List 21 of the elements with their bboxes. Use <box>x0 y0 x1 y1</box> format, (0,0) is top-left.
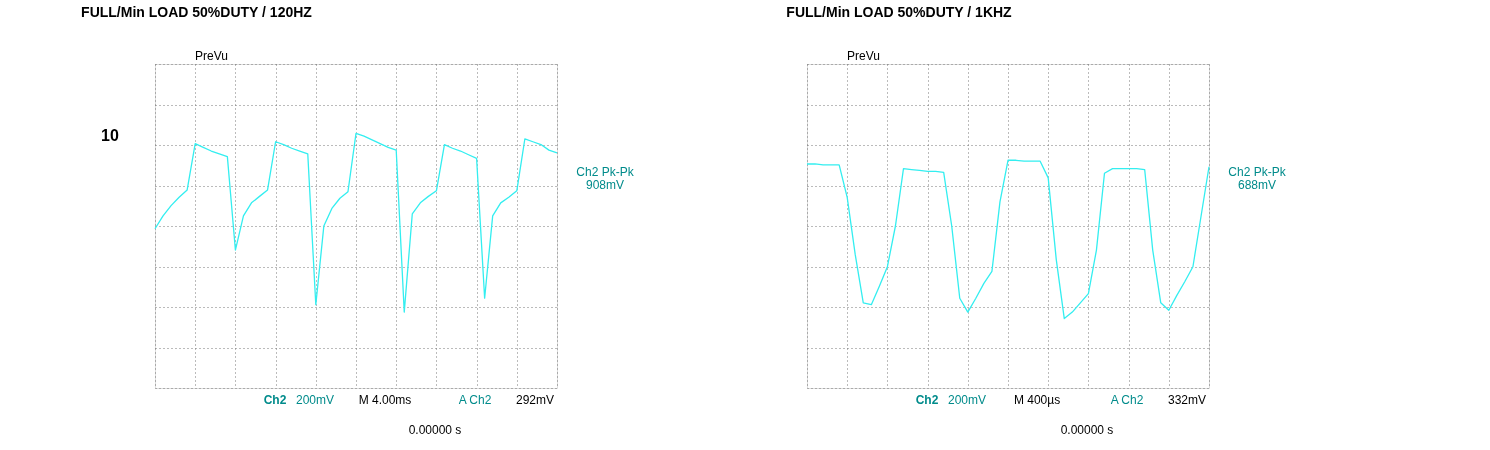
text: Ch2 <box>915 393 939 407</box>
text: 0.00000 s <box>408 423 462 437</box>
text: PreVu <box>847 49 880 63</box>
text: A Ch2 <box>1110 393 1144 407</box>
chart-title: FULL/Min LOAD 50%DUTY / 1KHZ <box>786 4 1013 20</box>
text: 688mV <box>1237 178 1277 192</box>
text: 200mV <box>295 393 335 407</box>
text: Ch2 <box>263 393 287 407</box>
text: 0.00000 s <box>1060 423 1114 437</box>
text: 200mV <box>947 393 987 407</box>
text: M 4.00ms <box>358 393 412 407</box>
text: 908mV <box>585 178 625 192</box>
text: M 400µs <box>1013 393 1061 407</box>
chart-title: FULL/Min LOAD 50%DUTY / 120HZ <box>81 4 313 20</box>
text: A Ch2 <box>458 393 492 407</box>
text: Ch2 Pk-Pk <box>1228 165 1287 179</box>
text: 292mV <box>515 393 555 407</box>
text: 332mV <box>1167 393 1207 407</box>
text: Ch2 Pk-Pk <box>576 165 635 179</box>
text: PreVu <box>195 49 228 63</box>
text: 10 <box>101 127 119 144</box>
